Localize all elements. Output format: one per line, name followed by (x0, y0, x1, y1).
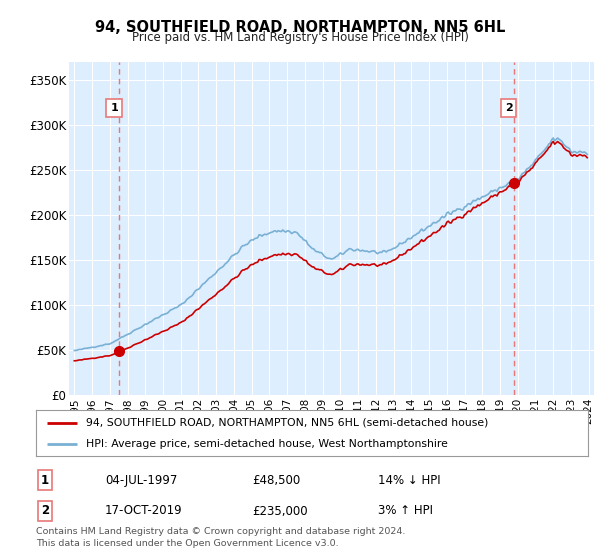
Text: 1: 1 (110, 103, 118, 113)
Text: 2: 2 (41, 505, 49, 517)
Text: £235,000: £235,000 (252, 505, 308, 517)
Text: 3% ↑ HPI: 3% ↑ HPI (378, 505, 433, 517)
Text: Contains HM Land Registry data © Crown copyright and database right 2024.
This d: Contains HM Land Registry data © Crown c… (36, 527, 406, 548)
Text: 94, SOUTHFIELD ROAD, NORTHAMPTON, NN5 6HL: 94, SOUTHFIELD ROAD, NORTHAMPTON, NN5 6H… (95, 20, 505, 35)
Text: HPI: Average price, semi-detached house, West Northamptonshire: HPI: Average price, semi-detached house,… (86, 439, 448, 449)
Text: 1: 1 (41, 474, 49, 487)
Text: Price paid vs. HM Land Registry's House Price Index (HPI): Price paid vs. HM Land Registry's House … (131, 31, 469, 44)
Text: 94, SOUTHFIELD ROAD, NORTHAMPTON, NN5 6HL (semi-detached house): 94, SOUTHFIELD ROAD, NORTHAMPTON, NN5 6H… (86, 418, 488, 428)
Text: 2: 2 (505, 103, 512, 113)
Text: 04-JUL-1997: 04-JUL-1997 (105, 474, 178, 487)
Text: 14% ↓ HPI: 14% ↓ HPI (378, 474, 440, 487)
Text: £48,500: £48,500 (252, 474, 300, 487)
Text: 17-OCT-2019: 17-OCT-2019 (105, 505, 182, 517)
